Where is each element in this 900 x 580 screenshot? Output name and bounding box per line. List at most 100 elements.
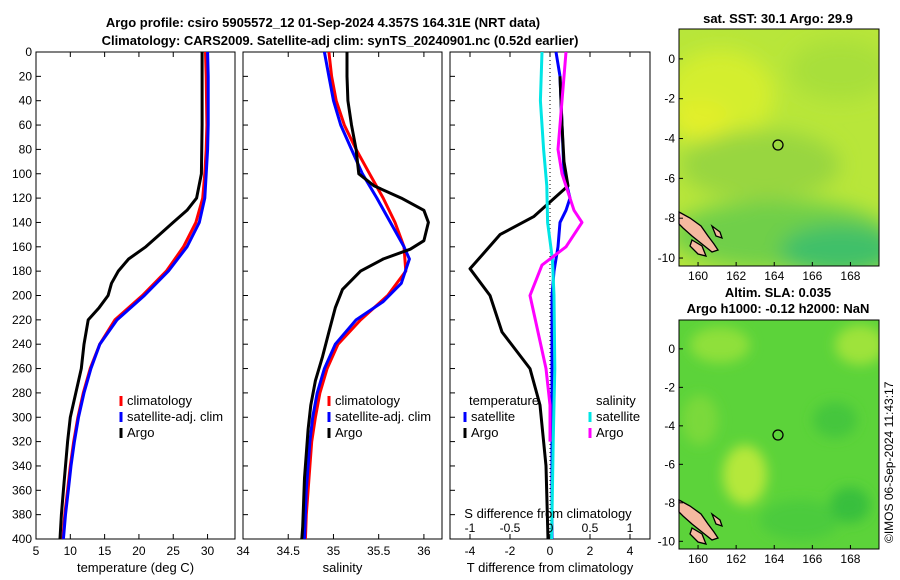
figure-title-line1: Argo profile: csiro 5905572_12 01-Sep-20… [106, 15, 540, 30]
legend-label: climatology [335, 393, 401, 408]
y-tick-label: 160 [12, 240, 32, 254]
map-x-tick-label: 160 [688, 269, 708, 283]
x-tick-label: -2 [505, 544, 516, 558]
map-x-tick-label: 166 [802, 269, 822, 283]
y-tick-label: 40 [19, 94, 33, 108]
series-s-satellite [538, 51, 557, 540]
figure-title-line2: Climatology: CARS2009. Satellite-adj cli… [102, 33, 579, 48]
x-axis-label: temperature (deg C) [77, 560, 194, 575]
y-tick-label: 280 [12, 386, 32, 400]
map-y-tick-label: 0 [668, 342, 675, 356]
y-tick-label: 240 [12, 337, 32, 351]
legend-title-temperature: temperature [469, 393, 539, 408]
island-sla-2 [689, 527, 708, 545]
top-x-tick-label: -0.5 [500, 521, 521, 535]
y-tick-label: 320 [12, 435, 32, 449]
solomon-islands-sst [678, 210, 720, 253]
map-x-tick-label: 168 [840, 552, 860, 566]
top-x-tick-label: -1 [465, 521, 476, 535]
legend-label: Argo [471, 425, 498, 440]
map-y-tick-label: -10 [658, 251, 676, 265]
salinity-profile-frame [242, 51, 443, 540]
legend-title-salinity: salinity [596, 393, 636, 408]
legend-label: satellite [596, 409, 640, 424]
x-tick-label: 35 [327, 544, 341, 558]
temperature-panel: 5 10 15 20 25 3002040608010012014016018020022… [12, 45, 236, 575]
sst-map: sat. SST: 30.1 Argo: 29.9 160 162 164 166 16… [658, 11, 880, 283]
solomon-islands-sla [678, 498, 720, 541]
map-y-tick-label: -6 [664, 171, 675, 185]
sla-map-ticks: 160 162 164 166 168 0 -2 -4 -6 -8 -10 [658, 342, 861, 566]
sst-field [679, 29, 879, 266]
y-tick-label: 220 [12, 313, 32, 327]
x-tick-label: 34 [236, 544, 250, 558]
y-tick-label: 300 [12, 410, 32, 424]
x-tick-label: 36 [417, 544, 431, 558]
y-tick-label: 340 [12, 459, 32, 473]
x-tick-label: 0 [547, 544, 554, 558]
map-y-tick-label: -6 [664, 457, 675, 471]
island-sst-3 [710, 224, 724, 240]
map-x-tick-label: 164 [764, 552, 784, 566]
legend-label: Argo [596, 425, 623, 440]
y-tick-label: 80 [19, 142, 33, 156]
series-climatology [61, 51, 209, 540]
series-argo [300, 52, 430, 540]
island-sla-3 [710, 512, 724, 528]
difference-profile-frame [449, 51, 651, 540]
sla-map: Altim. SLA: 0.035 Argo h1000: -0.12 h200… [658, 285, 880, 566]
sla-map-title-line1: Altim. SLA: 0.035 [725, 285, 831, 300]
legend-label: satellite-adj. clim [335, 409, 431, 424]
top-x-tick-label: 0 [547, 521, 554, 535]
x-tick-label: 34.5 [277, 544, 301, 558]
x-tick-label: -4 [465, 544, 476, 558]
x-tick-label: 30 [201, 544, 215, 558]
map-x-tick-label: 162 [726, 552, 746, 566]
sla-land [678, 498, 724, 545]
x-tick-label: 4 [627, 544, 634, 558]
map-x-tick-label: 168 [840, 269, 860, 283]
legend-label: satellite-adj. clim [127, 409, 223, 424]
map-y-tick-label: -2 [664, 380, 675, 394]
map-x-tick-label: 162 [726, 269, 746, 283]
difference-panel: -4 -2 0 2 4 T difference from climatology -1 -0… [449, 51, 651, 575]
y-tick-label: 400 [12, 532, 32, 546]
y-tick-label: 60 [19, 118, 33, 132]
imos-credit: ©IMOS 06-Sep-2024 11:43:17 [882, 381, 896, 543]
x-axis-label: salinity [323, 560, 363, 575]
map-x-tick-label: 164 [764, 269, 784, 283]
map-y-tick-label: -8 [664, 211, 675, 225]
legend-label: Argo [127, 425, 154, 440]
sla-field [679, 320, 879, 549]
map-x-tick-label: 166 [802, 552, 822, 566]
series-satellite-adj-clim [61, 51, 210, 540]
y-tick-label: 100 [12, 167, 32, 181]
legend-label: climatology [127, 393, 193, 408]
map-y-tick-label: -4 [664, 419, 675, 433]
series-satellite-adj-clim [303, 51, 411, 540]
map-y-tick-label: 0 [668, 52, 675, 66]
top-axis-label: S difference from climatology [464, 506, 632, 521]
y-tick-label: 120 [12, 191, 32, 205]
argo-position-marker-sla [772, 429, 784, 441]
x-axis-label: T difference from climatology [467, 560, 634, 575]
sst-map-ticks: 160 162 164 166 168 0 -2 -4 -6 -8 -10 [658, 52, 861, 283]
y-tick-label: 140 [12, 215, 32, 229]
map-y-tick-label: -2 [664, 92, 675, 106]
salinity-panel: 34 34.5 35 35.5 36 salinity climatologysatelli… [236, 51, 443, 575]
x-tick-label: 25 [167, 544, 181, 558]
y-tick-label: 20 [19, 69, 33, 83]
y-tick-label: 200 [12, 289, 32, 303]
legend-label: Argo [335, 425, 362, 440]
map-y-tick-label: -10 [658, 534, 676, 548]
y-tick-label: 380 [12, 508, 32, 522]
x-tick-label: 2 [587, 544, 594, 558]
argo-position-marker-sst [772, 139, 784, 151]
map-y-tick-label: -4 [664, 132, 675, 146]
y-tick-label: 260 [12, 362, 32, 376]
sla-map-frame [678, 319, 880, 550]
x-tick-label: 15 [98, 544, 112, 558]
series-argo [58, 52, 204, 540]
sst-land [678, 210, 724, 257]
